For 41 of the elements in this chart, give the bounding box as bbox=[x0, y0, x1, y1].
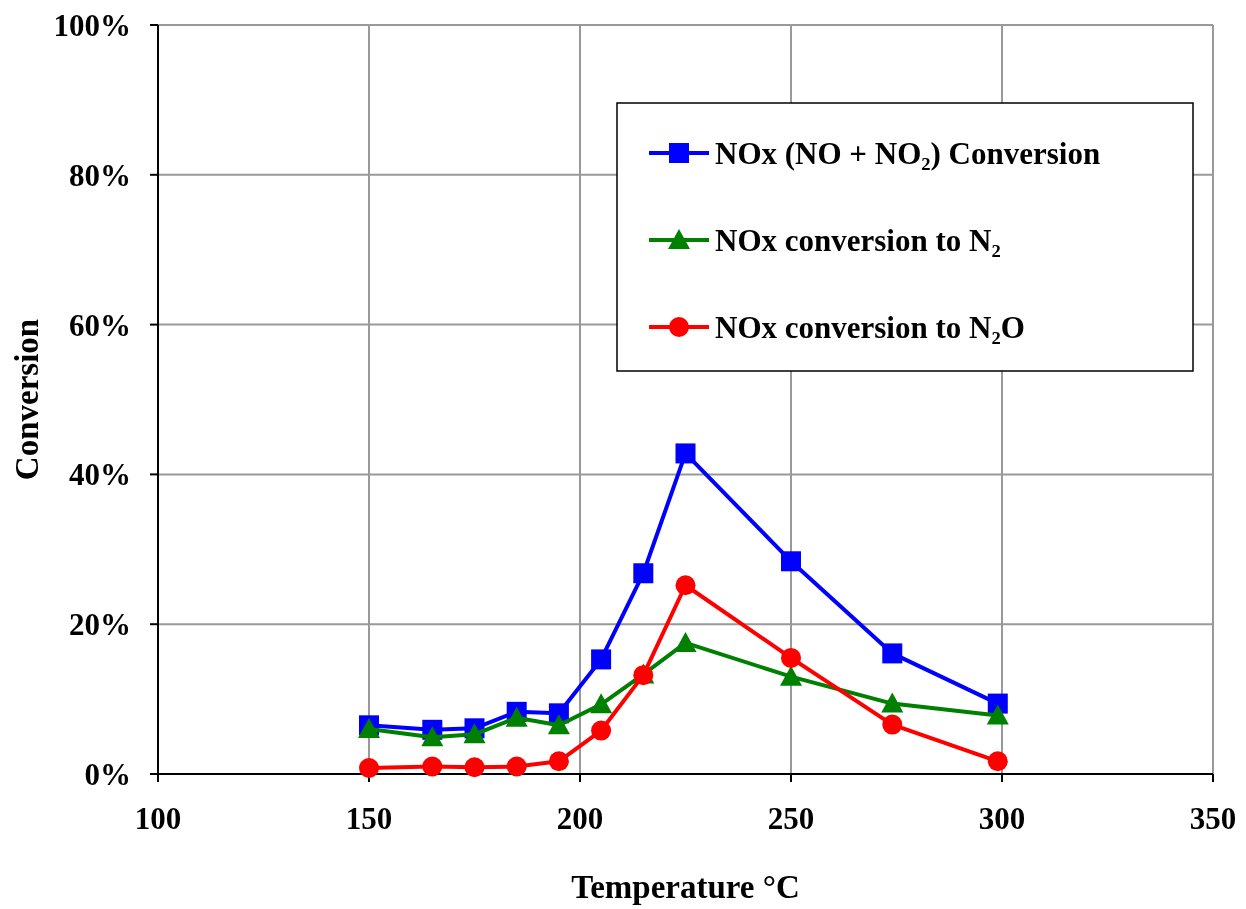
x-tick-label: 100 bbox=[134, 801, 182, 836]
point bbox=[590, 693, 613, 714]
legend-label: NOx (NO + NO₂) Conversion bbox=[715, 136, 1101, 171]
y-axis-title: Conversion bbox=[9, 318, 45, 481]
point bbox=[675, 443, 696, 464]
x-tick-label: 350 bbox=[1189, 801, 1237, 836]
x-tick-label: 300 bbox=[978, 801, 1026, 836]
point bbox=[505, 706, 528, 727]
point bbox=[547, 714, 570, 735]
x-tick-label: 150 bbox=[345, 801, 393, 836]
x-axis-title: Temperature °C bbox=[571, 869, 800, 905]
point bbox=[422, 756, 443, 777]
y-tick-label: 100% bbox=[53, 8, 131, 43]
point bbox=[987, 751, 1008, 772]
point bbox=[463, 723, 486, 744]
point bbox=[781, 551, 801, 572]
point bbox=[986, 704, 1009, 725]
point bbox=[882, 714, 903, 735]
point bbox=[882, 643, 903, 664]
legend-label: NOx conversion to N₂ bbox=[715, 223, 1001, 258]
x-tick-label: 250 bbox=[767, 801, 815, 836]
x-tick-label: 200 bbox=[556, 801, 604, 836]
point bbox=[464, 757, 485, 778]
y-tick-label: 20% bbox=[69, 607, 131, 643]
point bbox=[633, 563, 654, 584]
point bbox=[359, 758, 379, 779]
legend-label: NOx conversion to N₂O bbox=[715, 310, 1025, 345]
y-tick-label: 80% bbox=[69, 157, 131, 193]
point bbox=[675, 575, 696, 596]
point bbox=[881, 692, 904, 713]
y-tick-label: 0% bbox=[84, 757, 131, 792]
y-tick-label: 60% bbox=[69, 307, 131, 343]
point bbox=[548, 751, 569, 772]
point bbox=[421, 726, 444, 747]
point bbox=[506, 756, 527, 777]
point bbox=[781, 647, 801, 668]
point bbox=[591, 649, 612, 670]
y-tick-label: 40% bbox=[69, 457, 131, 493]
point bbox=[591, 720, 612, 741]
point bbox=[780, 665, 802, 686]
point bbox=[674, 631, 697, 652]
